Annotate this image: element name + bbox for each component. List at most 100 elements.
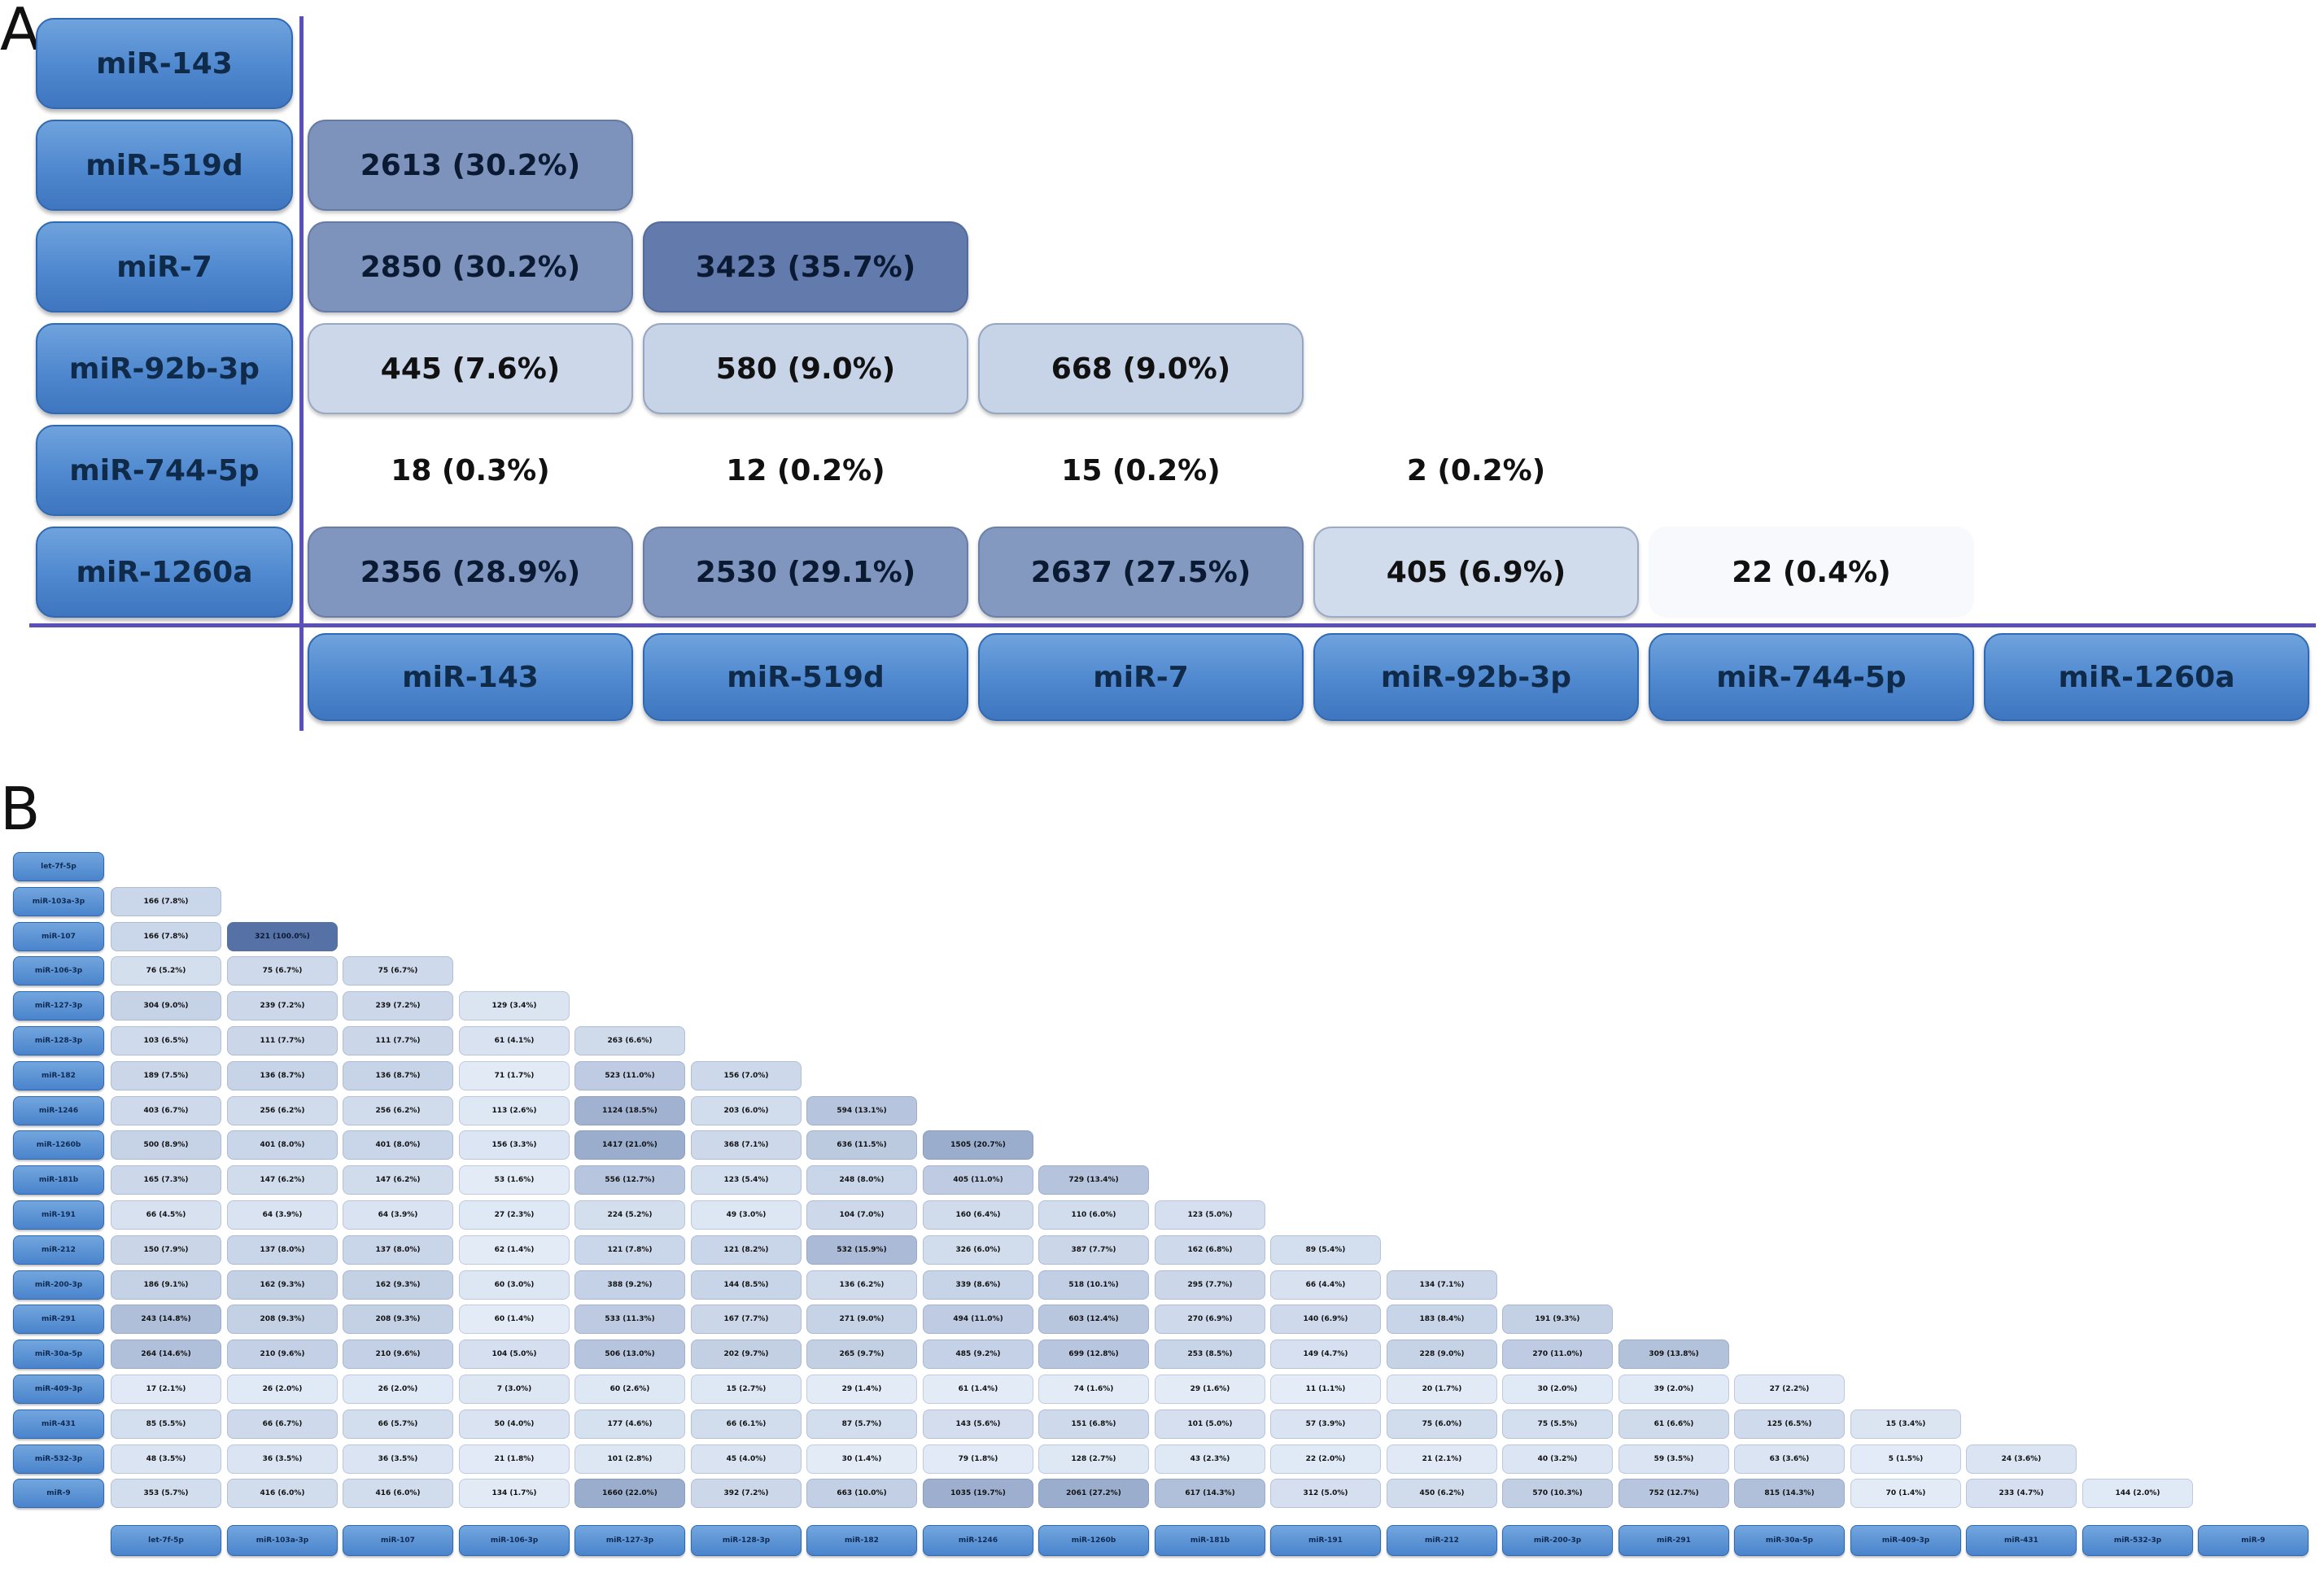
panel-b-overlap-cell: 523 (11.0%)	[574, 1061, 685, 1090]
panel-a-overlap-cell: 2637 (27.5%)	[978, 527, 1304, 618]
panel-b-overlap-cell: 186 (9.1%)	[111, 1270, 221, 1300]
panel-b-overlap-cell: 149 (4.7%)	[1270, 1340, 1381, 1369]
panel-b-overlap-cell: 61 (6.6%)	[1618, 1409, 1729, 1439]
panel-b-row-header: miR-106-3p	[13, 956, 104, 986]
panel-b-column-header: miR-532-3p	[2082, 1525, 2193, 1556]
panel-b-overlap-cell: 1035 (19.7%)	[923, 1479, 1033, 1508]
panel-b-row-header: miR-431	[13, 1409, 104, 1439]
panel-b-row-header: miR-191	[13, 1200, 104, 1230]
panel-b-row-header: miR-9	[13, 1479, 104, 1508]
panel-b-overlap-cell: 110 (6.0%)	[1038, 1200, 1149, 1230]
panel-b-overlap-cell: 167 (7.7%)	[691, 1305, 802, 1334]
panel-b-overlap-cell: 66 (4.5%)	[111, 1200, 221, 1230]
panel-b-overlap-cell: 123 (5.0%)	[1155, 1200, 1265, 1230]
panel-b-row-header: miR-181b	[13, 1165, 104, 1195]
panel-b-overlap-cell: 270 (11.0%)	[1502, 1340, 1613, 1369]
panel-b-overlap-cell: 270 (6.9%)	[1155, 1305, 1265, 1334]
panel-b-overlap-cell: 312 (5.0%)	[1270, 1479, 1381, 1508]
panel-a-row-header: miR-143	[36, 18, 293, 109]
panel-b-overlap-cell: 304 (9.0%)	[111, 991, 221, 1021]
panel-b-overlap-cell: 321 (100.0%)	[227, 922, 338, 951]
panel-b-overlap-cell: 59 (3.5%)	[1618, 1444, 1729, 1474]
panel-b-column-header: miR-191	[1270, 1525, 1381, 1556]
panel-b-overlap-cell: 66 (6.1%)	[691, 1409, 802, 1439]
panel-b-overlap-cell: 26 (2.0%)	[227, 1375, 338, 1404]
panel-b-overlap-cell: 405 (11.0%)	[923, 1165, 1033, 1195]
panel-b-overlap-cell: 27 (2.3%)	[459, 1200, 570, 1230]
panel-b-overlap-cell: 256 (6.2%)	[227, 1096, 338, 1125]
panel-b-column-header: miR-431	[1966, 1525, 2077, 1556]
panel-b-overlap-cell: 271 (9.0%)	[806, 1305, 917, 1334]
panel-b-overlap-cell: 1505 (20.7%)	[923, 1130, 1033, 1160]
panel-b-overlap-cell: 111 (7.7%)	[343, 1026, 453, 1055]
panel-b-column-header: miR-127-3p	[574, 1525, 685, 1556]
panel-b-overlap-cell: 134 (7.1%)	[1387, 1270, 1497, 1300]
panel-b-overlap-cell: 128 (2.7%)	[1038, 1444, 1149, 1474]
panel-b-overlap-cell: 134 (1.7%)	[459, 1479, 570, 1508]
panel-a-y-axis-line	[299, 16, 304, 731]
panel-b-overlap-cell: 532 (15.9%)	[806, 1235, 917, 1265]
panel-b-overlap-cell: 570 (10.3%)	[1502, 1479, 1613, 1508]
panel-b-overlap-cell: 36 (3.5%)	[227, 1444, 338, 1474]
panel-b-overlap-cell: 101 (2.8%)	[574, 1444, 685, 1474]
panel-b-column-header: miR-212	[1387, 1525, 1497, 1556]
panel-b-overlap-cell: 416 (6.0%)	[227, 1479, 338, 1508]
panel-b-row-header: miR-532-3p	[13, 1444, 104, 1474]
panel-b-overlap-cell: 137 (8.0%)	[343, 1235, 453, 1265]
panel-b-overlap-cell: 663 (10.0%)	[806, 1479, 917, 1508]
panel-b-overlap-cell: 183 (8.4%)	[1387, 1305, 1497, 1334]
panel-b-overlap-cell: 60 (1.4%)	[459, 1305, 570, 1334]
panel-b-overlap-cell: 75 (6.7%)	[343, 956, 453, 986]
panel-b-overlap-cell: 256 (6.2%)	[343, 1096, 453, 1125]
panel-b-column-header: miR-9	[2198, 1525, 2309, 1556]
panel-b-overlap-cell: 103 (6.5%)	[111, 1026, 221, 1055]
panel-b-overlap-cell: 49 (3.0%)	[691, 1200, 802, 1230]
panel-b-overlap-cell: 403 (6.7%)	[111, 1096, 221, 1125]
panel-b-overlap-cell: 295 (7.7%)	[1155, 1270, 1265, 1300]
panel-b-overlap-cell: 401 (8.0%)	[343, 1130, 453, 1160]
panel-b-row-header: miR-30a-5p	[13, 1340, 104, 1369]
panel-b-column-header: let-7f-5p	[111, 1525, 221, 1556]
panel-b-overlap-cell: 125 (6.5%)	[1734, 1409, 1845, 1439]
panel-b-overlap-cell: 48 (3.5%)	[111, 1444, 221, 1474]
panel-b-overlap-cell: 617 (14.3%)	[1155, 1479, 1265, 1508]
panel-b-overlap-cell: 62 (1.4%)	[459, 1235, 570, 1265]
panel-a-overlap-cell: 18 (0.3%)	[391, 453, 550, 487]
panel-b-overlap-cell: 104 (5.0%)	[459, 1340, 570, 1369]
panel-a-overlap-cell: 405 (6.9%)	[1313, 527, 1639, 618]
panel-b-overlap-cell: 450 (6.2%)	[1387, 1479, 1497, 1508]
panel-b-overlap-cell: 21 (2.1%)	[1387, 1444, 1497, 1474]
panel-b-overlap-cell: 1417 (21.0%)	[574, 1130, 685, 1160]
panel-b-overlap-cell: 85 (5.5%)	[111, 1409, 221, 1439]
panel-b-overlap-cell: 248 (8.0%)	[806, 1165, 917, 1195]
panel-b-overlap-cell: 603 (12.4%)	[1038, 1305, 1149, 1334]
panel-b-overlap-cell: 594 (13.1%)	[806, 1096, 917, 1125]
panel-b-overlap-cell: 265 (9.7%)	[806, 1340, 917, 1369]
panel-b-overlap-cell: 815 (14.3%)	[1734, 1479, 1845, 1508]
panel-b-overlap-cell: 27 (2.2%)	[1734, 1375, 1845, 1404]
panel-b-overlap-cell: 111 (7.7%)	[227, 1026, 338, 1055]
panel-a-overlap-cell: 2356 (28.9%)	[308, 527, 633, 618]
panel-b-overlap-cell: 494 (11.0%)	[923, 1305, 1033, 1334]
panel-b-overlap-cell: 752 (12.7%)	[1618, 1479, 1729, 1508]
panel-b-overlap-cell: 506 (13.0%)	[574, 1340, 685, 1369]
panel-a-row-header: miR-7	[36, 221, 293, 312]
panel-b-overlap-cell: 39 (2.0%)	[1618, 1375, 1729, 1404]
panel-b-row-header: miR-200-3p	[13, 1270, 104, 1300]
panel-b-overlap-cell: 162 (9.3%)	[227, 1270, 338, 1300]
panel-b-overlap-cell: 101 (5.0%)	[1155, 1409, 1265, 1439]
panel-b-overlap-cell: 75 (6.7%)	[227, 956, 338, 986]
panel-b-overlap-cell: 43 (2.3%)	[1155, 1444, 1265, 1474]
panel-b-overlap-cell: 636 (11.5%)	[806, 1130, 917, 1160]
panel-b-column-header: miR-409-3p	[1850, 1525, 1961, 1556]
panel-b-overlap-cell: 7 (3.0%)	[459, 1375, 570, 1404]
panel-b-overlap-cell: 40 (3.2%)	[1502, 1444, 1613, 1474]
panel-b-overlap-cell: 208 (9.3%)	[227, 1305, 338, 1334]
panel-a-label: A	[0, 0, 41, 63]
panel-b-overlap-cell: 29 (1.6%)	[1155, 1375, 1265, 1404]
panel-b-column-header: miR-106-3p	[459, 1525, 570, 1556]
panel-b-overlap-cell: 202 (9.7%)	[691, 1340, 802, 1369]
panel-b-overlap-cell: 263 (6.6%)	[574, 1026, 685, 1055]
panel-b-row-header: miR-1246	[13, 1096, 104, 1125]
panel-b-overlap-cell: 60 (2.6%)	[574, 1375, 685, 1404]
